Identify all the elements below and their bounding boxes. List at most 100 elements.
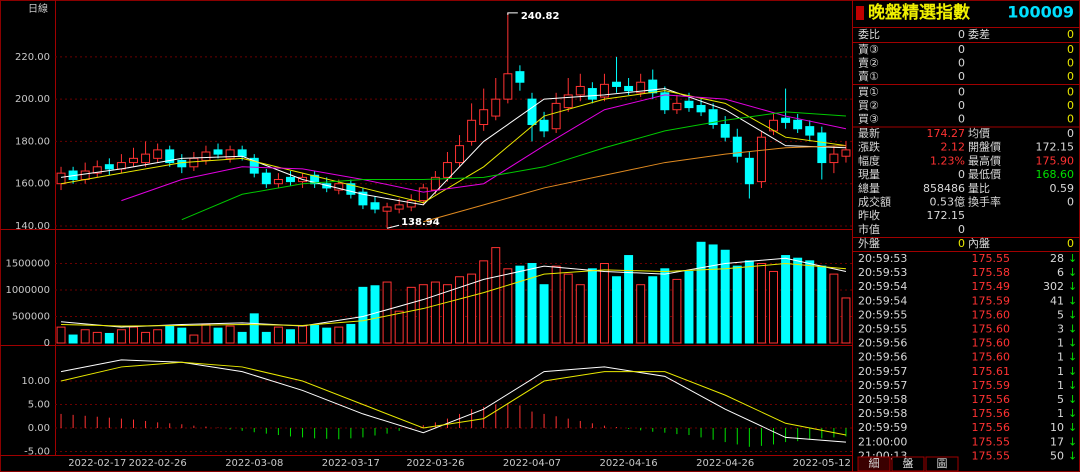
volume-bar [129, 326, 138, 344]
trade-volume: 1 [1057, 351, 1064, 364]
trade-price: 175.60 [972, 337, 1011, 350]
volume-bar [793, 257, 803, 344]
volume-bar [249, 313, 259, 344]
y-tick-label: 0 [44, 338, 50, 349]
trade-time: 20:59:56 [858, 351, 907, 364]
volume-bar [322, 327, 332, 344]
stat-label: 成交額 [858, 195, 891, 209]
y-tick-label: 500000 [12, 312, 50, 323]
volume-bar [781, 255, 791, 344]
candle-body [189, 157, 199, 168]
label: 委差 [968, 27, 990, 41]
candle-body [793, 119, 803, 130]
trade-direction: ↓ [1068, 337, 1077, 350]
volume-bar [648, 276, 658, 344]
candle-body [467, 119, 477, 142]
level-volume: 0 [958, 70, 965, 83]
trade-direction: ↓ [1068, 421, 1077, 434]
candle-body [515, 71, 525, 83]
trade-time: 20:59:57 [858, 365, 907, 378]
volume-bar [479, 260, 489, 344]
candle-body [636, 81, 646, 94]
candle-body [394, 204, 404, 210]
trade-price: 175.61 [972, 365, 1011, 378]
quote-panel: 晚盤精選指數 100009 委比 0 委差 0賣③ 0 0賣② 0 0賣① 0 0買① 0 0買② 0 0… [852, 2, 1080, 472]
tab-label: 盤 [903, 457, 914, 470]
max-leader [507, 12, 518, 15]
index-code: 100009 [1007, 3, 1074, 22]
min-leader [386, 224, 400, 229]
candle-body [177, 159, 187, 168]
volume-bar [310, 325, 320, 344]
trade-time: 20:59:54 [858, 280, 907, 293]
candle-body [732, 136, 742, 157]
candle-body [660, 92, 670, 111]
stat-value: 0.59 [1050, 182, 1075, 195]
volume-bar [587, 268, 597, 344]
panel-icon [856, 6, 864, 20]
volume-bar [141, 331, 151, 344]
stat-value: 0.53億 [930, 196, 966, 209]
candle-body [285, 176, 295, 183]
volume-bar [68, 334, 78, 344]
candle-body [599, 83, 609, 98]
tab-label: 圖 [937, 457, 948, 470]
candle-body [418, 187, 428, 202]
stat-value: 172.15 [927, 209, 966, 222]
candle-body [744, 157, 754, 185]
stat-value: 172.15 [1036, 141, 1075, 154]
candle-body [781, 117, 791, 123]
stat-value: 858486 [923, 182, 965, 195]
volume-bar [56, 326, 66, 344]
volume-bar [539, 284, 549, 344]
trade-time: 20:59:57 [858, 379, 907, 392]
candle-body [479, 109, 489, 126]
y-tick-label: 200.00 [15, 94, 50, 105]
candle-body [358, 191, 368, 206]
x-tick-label: 2022-03-17 [322, 458, 380, 469]
indicator-line [61, 262, 847, 327]
indicator-line [60, 361, 847, 436]
tab[interactable] [925, 456, 959, 472]
x-tick-label: 2022-02-17 [68, 458, 126, 469]
volume-bar [358, 286, 368, 344]
volume-bar [515, 265, 525, 344]
stat-label: 昨收 [858, 208, 880, 222]
trade-direction: ↓ [1068, 407, 1077, 420]
tab[interactable] [891, 456, 925, 472]
volume-bar [237, 331, 247, 344]
volume-bar [189, 334, 199, 344]
volume-bar [805, 260, 815, 344]
trade-price: 175.55 [972, 252, 1011, 265]
volume-bar [285, 329, 295, 344]
candle-body [539, 119, 549, 132]
tab[interactable] [857, 456, 891, 472]
volume-bar [612, 276, 622, 344]
stat-label: 換手率 [968, 195, 1001, 209]
volume-bar [177, 327, 187, 344]
volume-bar [213, 327, 223, 344]
volume-bar [756, 263, 766, 344]
volume-bar [841, 297, 851, 344]
trade-direction: ↓ [1068, 379, 1077, 392]
candle-body [491, 98, 501, 117]
trade-volume: 1 [1057, 337, 1064, 350]
tab-label: 細 [869, 457, 880, 470]
trade-time: 21:00:00 [858, 435, 907, 448]
stat-value: 0 [958, 223, 965, 236]
x-tick-label: 2022-04-26 [696, 458, 754, 469]
y-tick-label: 1500000 [5, 259, 50, 270]
stat-label: 開盤價 [968, 140, 1001, 154]
level-volume: 0 [958, 113, 965, 126]
candle-body [92, 166, 102, 174]
volume-bar [551, 265, 561, 344]
volume-bar [80, 329, 90, 344]
candle-body [708, 109, 718, 126]
y-tick-label: 180.00 [15, 136, 50, 147]
trade-direction: ↓ [1068, 449, 1077, 462]
level-count: 0 [1067, 113, 1074, 126]
volume-bar [346, 323, 356, 344]
stat-value: 1.23% [930, 154, 965, 167]
level-label: 賣② [858, 56, 879, 70]
